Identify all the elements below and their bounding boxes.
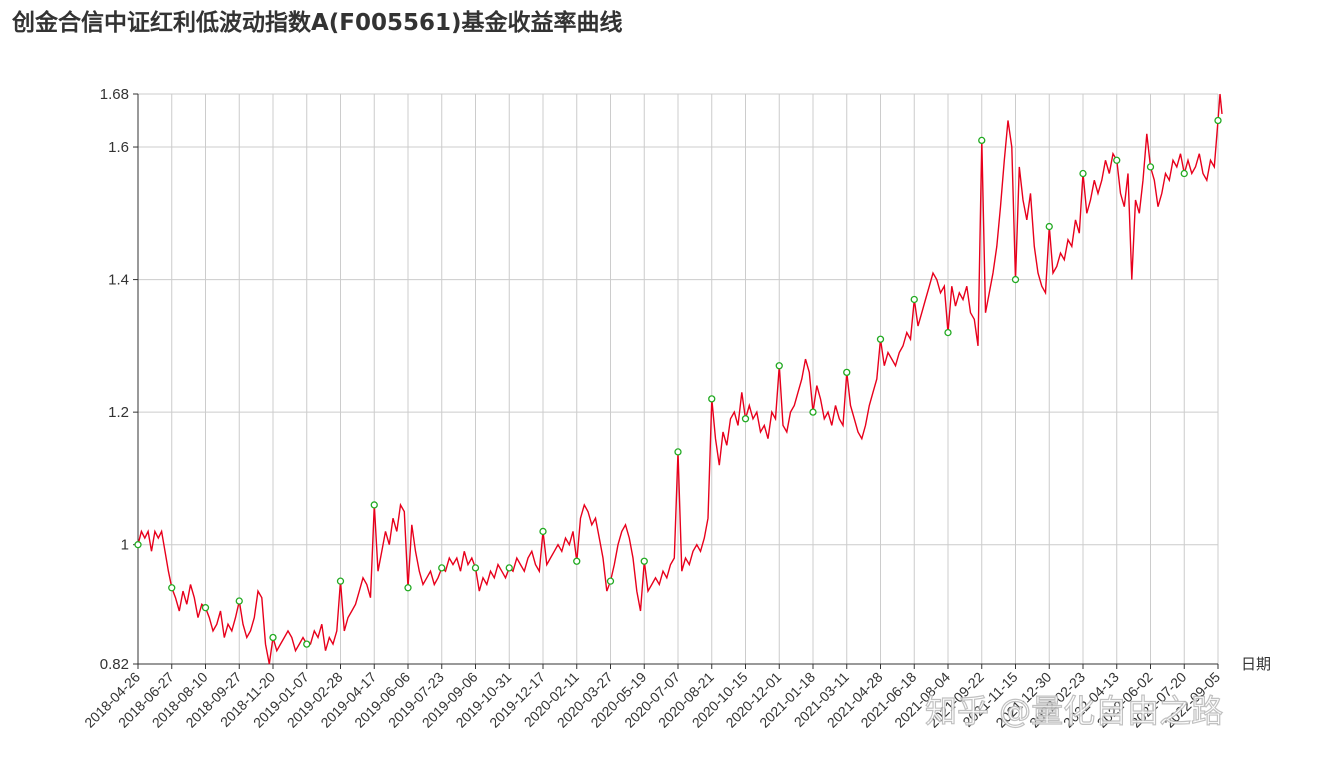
data-point <box>1180 169 1188 178</box>
y-tick-labels: 0.82 1 1.2 1.4 1.6 1.68 <box>100 86 129 673</box>
y-tick-label: 1.68 <box>100 86 129 103</box>
watermark-text: 知乎 @量化自由之路 <box>925 692 1223 730</box>
data-point <box>809 408 817 416</box>
data-point <box>606 577 615 585</box>
data-point <box>539 527 547 536</box>
y-tick-label: 1.6 <box>108 139 129 156</box>
data-point <box>944 328 952 337</box>
data-point <box>1011 275 1020 284</box>
data-point <box>168 584 176 592</box>
series-line <box>137 93 1223 665</box>
data-point <box>269 633 277 642</box>
grid-lines <box>137 93 1219 665</box>
data-point <box>1146 163 1155 171</box>
data-point <box>910 295 918 304</box>
data-point <box>708 395 716 403</box>
data-point <box>843 368 851 377</box>
data-point <box>336 577 345 585</box>
y-tick-label: 1.2 <box>108 404 129 421</box>
data-point <box>1214 116 1222 125</box>
data-point <box>404 584 412 592</box>
data-point <box>1045 222 1053 231</box>
x-axis-label: 日期 <box>1241 655 1271 673</box>
data-point <box>134 541 142 549</box>
data-point <box>978 136 986 145</box>
data-point <box>573 557 581 565</box>
data-point <box>1079 169 1087 178</box>
data-point <box>640 557 648 565</box>
data-point-markers <box>134 116 1222 648</box>
data-point <box>370 501 378 509</box>
data-point <box>876 335 885 343</box>
data-point <box>471 564 480 572</box>
y-tick-label: 0.82 <box>100 656 129 673</box>
data-point <box>741 415 750 423</box>
data-point <box>201 604 210 612</box>
data-point <box>235 597 243 605</box>
data-point <box>1113 156 1121 164</box>
data-point <box>438 564 446 572</box>
data-point <box>775 362 783 370</box>
data-point <box>303 640 311 648</box>
data-point <box>505 564 513 572</box>
axes <box>133 93 1219 669</box>
chart-title: 创金合信中证红利低波动指数A(F005561)基金收益率曲线 <box>11 9 623 36</box>
y-tick-label: 1.4 <box>108 272 129 289</box>
data-point <box>674 448 682 456</box>
y-tick-label: 1 <box>121 537 129 554</box>
